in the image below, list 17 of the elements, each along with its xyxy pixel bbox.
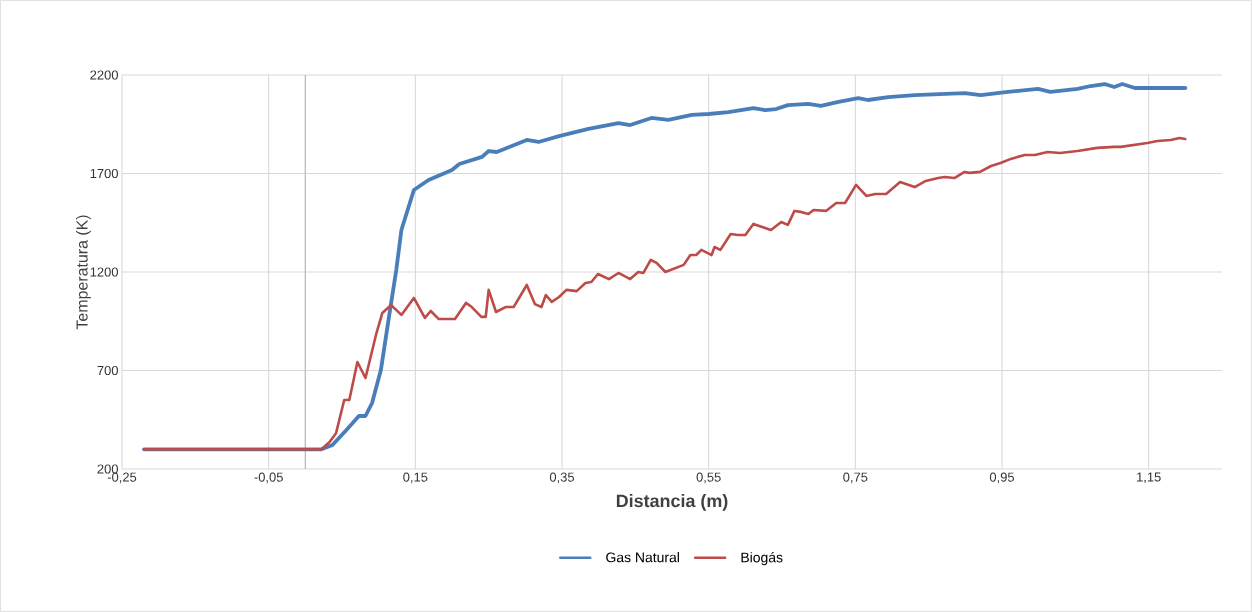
x-tick-label: 0,35 [549, 472, 575, 484]
x-tick-label: -0,05 [254, 472, 283, 484]
x-tick-label: 0,55 [696, 472, 721, 484]
y-tick-label: 1200 [90, 267, 118, 277]
y-tick-label: 1700 [90, 168, 118, 179]
x-tick-label: 0,75 [843, 472, 868, 484]
legend-label: Gas Natural [606, 552, 679, 563]
x-tick-label: 0,15 [403, 472, 428, 484]
x-axis-title: Distancia (m) [616, 494, 728, 511]
legend-label: Biogás [741, 551, 783, 566]
y-axis-title: Temperatura (K) [75, 215, 91, 330]
x-tick-label: -0,25 [107, 472, 137, 484]
x-tick-label: 1,15 [1137, 472, 1161, 484]
y-tick-label: 2200 [90, 70, 118, 80]
y-tick-label: 700 [97, 365, 118, 376]
x-tick-label: 0,95 [989, 472, 1015, 484]
y-tick-label: 200 [97, 464, 118, 474]
